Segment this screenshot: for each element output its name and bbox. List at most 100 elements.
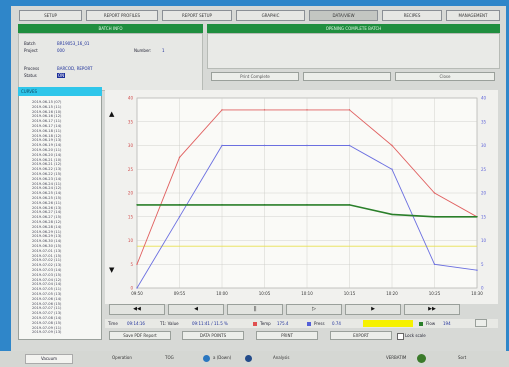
- list-item[interactable]: 2019-06-28 (14): [32, 224, 62, 229]
- list-item[interactable]: 2019-07-05 (11): [32, 287, 62, 292]
- list-item[interactable]: 2019-06-23 (14): [32, 176, 62, 181]
- list-item[interactable]: 2019-06-24 (11): [32, 181, 62, 186]
- list-item[interactable]: 2019-07-04 (14): [32, 282, 62, 287]
- scroll-up-icon[interactable]: ▲: [109, 110, 115, 118]
- list-item[interactable]: 2019-06-21 (12): [32, 162, 62, 167]
- list-item[interactable]: 2019-06-21 (10): [32, 157, 62, 162]
- list-item[interactable]: 2019-07-01 (15): [32, 253, 62, 258]
- footer-analysis[interactable]: Analysis: [273, 355, 290, 360]
- list-item[interactable]: 2019-06-22 (15): [32, 172, 62, 176]
- transport-button-2[interactable]: ||: [227, 304, 283, 315]
- y-tick-label-left: 20: [128, 191, 134, 196]
- footer-operation[interactable]: Operation: [112, 355, 132, 360]
- process-label: Process: [24, 66, 40, 71]
- y-tick-label-left: 0: [130, 286, 133, 291]
- list-item[interactable]: 2019-06-28 (12): [32, 220, 62, 224]
- print-complete-button[interactable]: Print Complete: [211, 72, 299, 81]
- list-item[interactable]: 2019-07-09 (13): [32, 330, 62, 335]
- save-pdf-report-button[interactable]: Save PDF Report: [109, 331, 171, 340]
- list-item[interactable]: 2019-07-06 (14): [32, 296, 62, 301]
- list-item[interactable]: 2019-06-26 (11): [32, 200, 62, 205]
- lock-scale-checkbox[interactable]: [397, 333, 404, 340]
- list-item[interactable]: 2019-06-17 (11): [32, 119, 62, 124]
- x-tick-label: 10:00: [216, 291, 228, 296]
- earth-icon[interactable]: [245, 355, 252, 362]
- y-tick-label-right: 30: [481, 143, 487, 148]
- project-label: Project: [24, 48, 38, 53]
- list-item[interactable]: 2019-06-18 (11): [32, 128, 62, 133]
- list-item[interactable]: 2019-06-26 (13): [32, 205, 62, 210]
- list-item[interactable]: 2019-06-18 (12): [32, 133, 62, 138]
- list-item[interactable]: 2019-06-25 (15): [32, 196, 62, 200]
- x-tick-label: 09:55: [174, 291, 186, 296]
- tab-report-profiles[interactable]: REPORT PROFILES: [86, 10, 158, 21]
- list-item[interactable]: 2019-06-19 (13): [32, 138, 62, 143]
- list-item[interactable]: 2019-07-07 (13): [32, 311, 62, 316]
- list-item[interactable]: 2019-06-15 (11): [32, 104, 62, 109]
- list-item[interactable]: 2019-07-05 (13): [32, 292, 62, 296]
- list-item[interactable]: 2019-07-02 (13): [32, 263, 62, 268]
- list-item[interactable]: 2019-06-30 (14): [32, 239, 62, 244]
- list-item[interactable]: 2019-07-04 (12): [32, 277, 62, 282]
- list-item[interactable]: 2019-06-27 (14): [32, 210, 62, 215]
- tab-data-view[interactable]: DATA/VIEW: [309, 10, 378, 21]
- tab-graphic[interactable]: GRAPHIC: [236, 10, 305, 21]
- y-tick-label-left: 5: [130, 262, 133, 267]
- list-item[interactable]: 2019-07-07 (11): [32, 306, 62, 311]
- process-value: BARCOD, REPORT: [57, 66, 93, 71]
- list-item[interactable]: 2019-06-30 (15): [32, 244, 62, 248]
- transport-button-1[interactable]: ◀: [168, 304, 224, 315]
- transport-button-3[interactable]: ▷: [286, 304, 342, 315]
- data-points-button[interactable]: DATA POINTS: [182, 331, 244, 340]
- list-item[interactable]: 2019-07-03 (14): [32, 268, 62, 272]
- list-item[interactable]: 2019-06-27 (15): [32, 215, 62, 220]
- y-tick-label-left: 30: [128, 143, 134, 148]
- list-item[interactable]: 2019-07-06 (15): [32, 301, 62, 306]
- list-item[interactable]: 2019-06-24 (12): [32, 186, 62, 191]
- x-tick-label: 10:20: [386, 291, 398, 296]
- chart-area: 09:50 09:55 10:00 10:05 10:10 10:15 10:20 10:25…: [105, 90, 498, 304]
- list-item[interactable]: 2019-07-08 (14): [32, 316, 62, 320]
- close-button[interactable]: Close: [395, 72, 495, 81]
- batch-value: BR19053_16_01: [57, 41, 90, 46]
- curve-list-header: CURVES: [18, 87, 102, 96]
- status-ok-button[interactable]: [475, 319, 487, 327]
- list-item[interactable]: 2019-06-15 (07): [32, 100, 62, 104]
- tab-recipes[interactable]: RECIPES: [382, 10, 442, 21]
- list-item[interactable]: 2019-07-01 (13): [32, 248, 62, 253]
- transport-button-0[interactable]: ◀◀: [109, 304, 165, 315]
- y-tick-label-right: 15: [481, 214, 487, 219]
- y-tick-label-right: 35: [481, 119, 487, 124]
- curve-list[interactable]: [18, 87, 102, 340]
- list-item[interactable]: 2019-06-19 (14): [32, 143, 62, 148]
- list-item[interactable]: 2019-06-20 (14): [32, 152, 62, 157]
- list-item[interactable]: 2019-06-16 (10): [32, 109, 62, 114]
- list-item[interactable]: 2019-07-02 (11): [32, 258, 62, 263]
- list-item[interactable]: 2019-06-17 (14): [32, 124, 62, 128]
- print-button[interactable]: PRINT: [256, 331, 318, 340]
- footer-sort[interactable]: Sort: [458, 355, 467, 360]
- list-item[interactable]: 2019-07-03 (15): [32, 272, 62, 277]
- list-item[interactable]: 2019-06-29 (11): [32, 229, 62, 234]
- export-button[interactable]: EXPORT: [330, 331, 392, 340]
- transport-button-5[interactable]: ▶▶: [404, 304, 460, 315]
- list-item[interactable]: 2019-06-20 (11): [32, 148, 62, 152]
- temp-value: 175.4: [277, 321, 289, 326]
- list-item[interactable]: 2019-06-16 (12): [32, 114, 62, 119]
- footer-down[interactable]: a (Down): [213, 355, 232, 360]
- tab-setup[interactable]: SETUP: [19, 10, 82, 21]
- list-item[interactable]: 2019-07-09 (11): [32, 325, 62, 330]
- list-item[interactable]: 2019-07-08 (15): [32, 320, 62, 325]
- globe-icon[interactable]: [203, 355, 210, 362]
- x-tick-label: 10:25: [429, 291, 441, 296]
- footer-tog[interactable]: TOG: [165, 355, 174, 360]
- scroll-down-icon[interactable]: ▼: [109, 266, 115, 274]
- list-item[interactable]: 2019-06-25 (14): [32, 191, 62, 196]
- tab-report-setup[interactable]: REPORT SETUP: [162, 10, 232, 21]
- y-tick-label-left: 10: [128, 238, 134, 243]
- transport-button-4[interactable]: ▶: [345, 304, 401, 315]
- list-item[interactable]: 2019-06-22 (13): [32, 167, 62, 172]
- list-item[interactable]: 2019-06-29 (13): [32, 234, 62, 239]
- tab-management[interactable]: MANAGEMENT: [446, 10, 500, 21]
- panel-button-blank[interactable]: [303, 72, 391, 81]
